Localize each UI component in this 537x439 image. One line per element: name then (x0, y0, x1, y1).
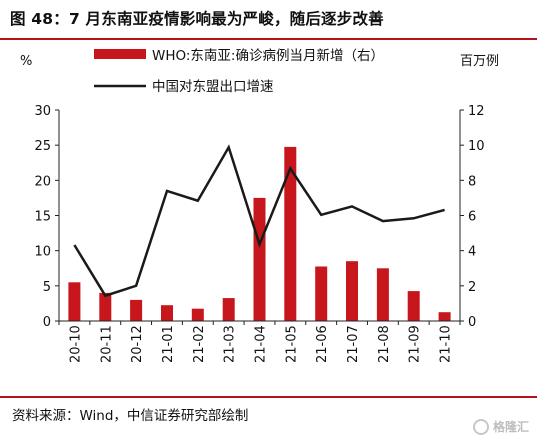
left-tick-label-10: 10 (34, 245, 51, 260)
right-tick-label-10: 10 (468, 139, 485, 154)
x-tick-label-21-02: 21-02 (192, 325, 207, 363)
bar-20-10 (68, 282, 81, 321)
left-tick-label-30: 30 (34, 104, 51, 119)
x-tick-label-21-07: 21-07 (346, 325, 361, 363)
title-rule (0, 38, 537, 40)
x-tick-label-20-10: 20-10 (68, 325, 83, 363)
x-tick-label-21-06: 21-06 (315, 325, 330, 363)
x-tick-label-21-04: 21-04 (254, 325, 269, 363)
legend-swatch-bar (94, 49, 146, 59)
bar-21-05 (284, 146, 297, 321)
bar-21-08 (376, 268, 389, 322)
bar-21-01 (161, 305, 173, 321)
x-tick-label-21-03: 21-03 (223, 325, 238, 363)
bar-21-04 (253, 197, 266, 321)
legend-label-line: 中国对东盟出口增速 (152, 79, 274, 95)
watermark-text: 格隆汇 (492, 420, 529, 434)
bar-21-06 (315, 266, 328, 321)
right-tick-label-8: 8 (468, 174, 476, 189)
right-tick-label-4: 4 (468, 245, 476, 260)
bar-21-10 (438, 312, 451, 321)
source-rule (0, 396, 537, 398)
left-tick-label-25: 25 (34, 139, 51, 154)
right-tick-label-12: 12 (468, 104, 485, 119)
bar-21-03 (222, 298, 235, 321)
chart: WHO:东南亚:确诊病例当月新增（右）中国对东盟出口增速% 百万例05101520… (20, 48, 499, 363)
figure-title-bar: 图 48：7 月东南亚疫情影响最为严峻，随后逐步改善 (0, 0, 537, 38)
x-tick-label-20-12: 20-12 (130, 325, 145, 363)
x-tick-label-21-09: 21-09 (408, 325, 423, 363)
figure-title: 图 48：7 月东南亚疫情影响最为严峻，随后逐步改善 (10, 10, 384, 28)
x-tick-label-21-05: 21-05 (284, 325, 299, 363)
x-tick-label-21-01: 21-01 (161, 325, 176, 363)
x-tick-label-20-11: 20-11 (99, 325, 114, 363)
bar-21-02 (191, 308, 204, 321)
left-axis-unit: % (20, 54, 32, 69)
bar-21-09 (407, 291, 420, 321)
x-tick-label-21-10: 21-10 (439, 325, 454, 363)
bar-20-11 (99, 292, 112, 321)
source-note: 资料来源：Wind，中信证券研究部绘制 (12, 408, 249, 424)
left-tick-label-5: 5 (43, 280, 51, 295)
watermark-logo-icon (472, 418, 489, 435)
x-tick-label-21-08: 21-08 (377, 325, 392, 363)
left-tick-label-15: 15 (34, 210, 51, 225)
watermark: 格隆汇 (472, 418, 529, 435)
bar-21-07 (346, 261, 358, 321)
left-tick-label-20: 20 (34, 174, 51, 189)
bar-20-12 (130, 299, 143, 321)
left-tick-label-0: 0 (43, 315, 51, 330)
right-tick-label-6: 6 (468, 210, 476, 225)
right-tick-label-0: 0 (468, 315, 476, 330)
right-tick-label-2: 2 (468, 280, 476, 295)
right-axis-unit: 百万例 (460, 54, 499, 69)
legend-label-bar: WHO:东南亚:确诊病例当月新增（右） (152, 48, 384, 64)
